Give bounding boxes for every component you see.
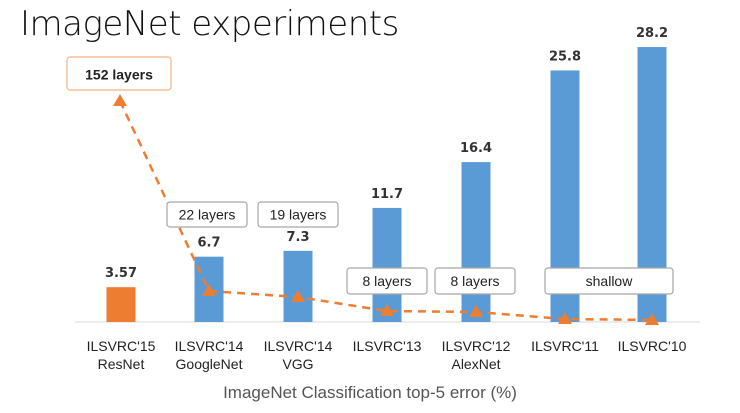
- slide-title: ImageNet experiments: [20, 4, 399, 44]
- triangle-marker-icon: [291, 290, 305, 302]
- category-label: ILSVRC'14: [264, 338, 333, 354]
- category-sublabel: VGG: [282, 356, 313, 372]
- triangle-marker-icon: [645, 313, 659, 325]
- value-labels-group: 3.57 6.7 7.3 11.7 16.4 25.8 28.2: [105, 26, 668, 281]
- depth-label-box: 152 layers: [66, 56, 172, 91]
- category-labels-group: ILSVRC'15 ResNet ILSVRC'14 GoogleNet ILSVRC'…: [87, 338, 687, 372]
- bar-value-label: 11.7: [371, 187, 403, 202]
- depth-label-box: 8 layers: [434, 267, 516, 295]
- category-sublabel: GoogleNet: [176, 356, 243, 372]
- category-label: ILSVRC'10: [618, 338, 687, 354]
- bar-value-label: 7.3: [286, 230, 309, 245]
- depth-label-box: 19 layers: [257, 201, 339, 228]
- x-axis-label: ImageNet Classification top-5 error (%): [223, 383, 517, 402]
- triangle-marker-icon: [202, 284, 216, 296]
- bar-value-label: 6.7: [197, 236, 220, 251]
- triangle-marker-icon: [558, 312, 572, 324]
- depth-labels-group: 152 layers 22 layers 19 layers 8 layers 8 la…: [66, 56, 674, 295]
- category-sublabel: AlexNet: [451, 356, 500, 372]
- category-label: ILSVRC'14: [175, 338, 244, 354]
- bar-value-label: 28.2: [636, 26, 668, 41]
- depth-label-text: 152 layers: [85, 67, 153, 83]
- depth-label-text: 8 layers: [362, 273, 411, 289]
- category-label: ILSVRC'13: [353, 338, 422, 354]
- bar-value-label: 3.57: [105, 266, 137, 281]
- bar: [461, 162, 491, 322]
- bar: [283, 250, 313, 322]
- triangle-marker-icon: [380, 304, 394, 316]
- depth-label-text: shallow: [586, 273, 634, 289]
- depth-trend-line: [113, 94, 659, 325]
- bar: [106, 287, 136, 322]
- category-label: ILSVRC'12: [442, 338, 511, 354]
- category-sublabel: ResNet: [98, 356, 145, 372]
- depth-label-box: 22 layers: [166, 201, 248, 228]
- category-label: ILSVRC'15: [87, 338, 156, 354]
- category-label: ILSVRC'11: [531, 338, 599, 354]
- depth-label-text: 22 layers: [179, 207, 236, 223]
- bar-value-label: 25.8: [549, 49, 581, 64]
- depth-label-box: shallow: [544, 267, 674, 295]
- depth-label-text: 8 layers: [450, 273, 499, 289]
- bar-value-label: 16.4: [460, 141, 492, 156]
- depth-label-text: 19 layers: [270, 207, 327, 223]
- bar: [372, 207, 402, 322]
- depth-label-box: 8 layers: [346, 267, 428, 295]
- triangle-marker-icon: [113, 94, 127, 106]
- triangle-marker-icon: [469, 305, 483, 317]
